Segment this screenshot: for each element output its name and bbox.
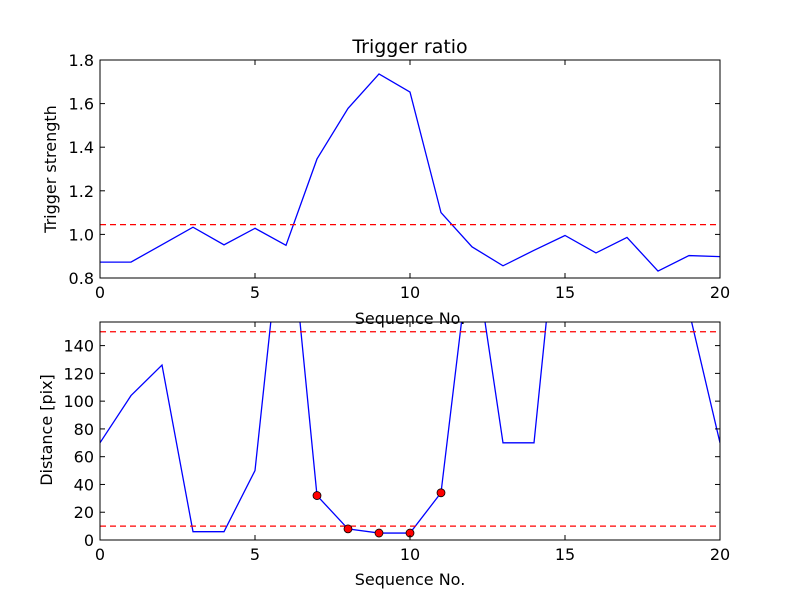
x-tick-label: 20 <box>710 283 730 302</box>
x-tick-label: 10 <box>400 545 420 564</box>
y-tick-label: 140 <box>63 337 94 356</box>
y-tick-label: 40 <box>74 475 94 494</box>
x-tick-label: 15 <box>555 283 575 302</box>
x-tick-label: 20 <box>710 545 730 564</box>
plot-frame <box>99 321 721 541</box>
x-tick-label: 5 <box>250 545 260 564</box>
y-tick-label: 1.2 <box>69 182 94 201</box>
trigger-ratio-panel: 0 5 10 15 20 0.8 1.0 1.2 1.4 1.6 1.8 <box>69 51 731 302</box>
chart-title: Trigger ratio <box>351 36 467 58</box>
x-tick-label: 15 <box>555 545 575 564</box>
y-tick-label: 1.8 <box>69 51 94 70</box>
y-tick-label: 0 <box>84 531 94 550</box>
data-point-marker <box>436 488 446 498</box>
x-tick-label: 0 <box>95 545 105 564</box>
bottom-y-axis-label: Distance [pix] <box>37 374 56 486</box>
data-point-marker <box>343 524 353 534</box>
x-tick-label: 10 <box>400 283 420 302</box>
y-tick-label: 120 <box>63 364 94 383</box>
y-tick-label: 0.8 <box>69 269 94 288</box>
x-tick-label: 5 <box>250 283 260 302</box>
top-y-axis-label: Trigger strength <box>41 105 60 234</box>
y-tick-label: 1.4 <box>69 138 94 157</box>
top-x-axis-label: Sequence No. <box>355 309 466 328</box>
y-tick-label: 60 <box>74 448 94 467</box>
bottom-x-axis-label: Sequence No. <box>355 570 466 589</box>
y-tick-label: 80 <box>74 420 94 439</box>
x-tick-label: 0 <box>95 283 105 302</box>
series-line-1-0 <box>100 322 720 534</box>
data-point-marker <box>312 491 322 500</box>
y-tick-label: 1.0 <box>69 225 94 244</box>
series-line-0-0 <box>100 73 720 272</box>
y-tick-label: 20 <box>74 503 94 522</box>
y-tick-label: 100 <box>63 392 94 411</box>
data-point-marker <box>374 528 384 538</box>
distance-panel: 0 5 10 15 20 0 20 40 60 80 100 120 140 <box>63 321 730 564</box>
y-tick-label: 1.6 <box>69 95 94 114</box>
